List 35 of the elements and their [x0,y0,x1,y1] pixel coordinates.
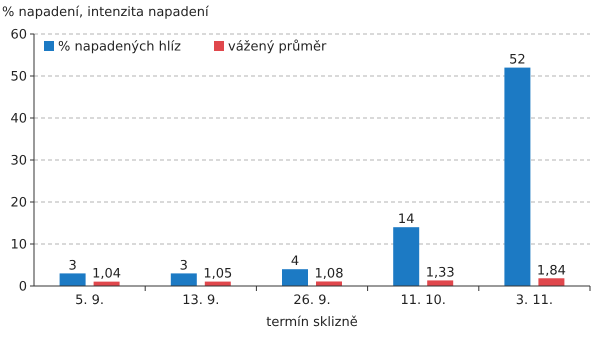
x-tick-label: 3. 11. [516,293,554,308]
y-tick-label: 20 [10,196,27,211]
x-tick-label: 5. 9. [75,293,104,308]
bar [170,273,197,286]
data-label: 1,04 [92,266,122,282]
y-tick-label: 30 [10,154,27,169]
bar [282,269,308,286]
x-tick-label: 26. 9. [293,293,331,308]
y-axis-title: % napadení, intenzita napadení [2,5,210,20]
bar [60,273,86,286]
y-tick-label: 40 [10,112,27,127]
legend-label: % napadených hlíz [58,40,182,55]
y-tick-label: 0 [18,280,27,295]
data-label: 1,84 [536,263,566,278]
bar [427,280,454,286]
bar [94,282,120,286]
x-tick-label: 13. 9. [182,293,220,308]
legend-label: vážený průměr [228,38,328,55]
bar [538,278,564,286]
data-label: 52 [509,52,526,68]
data-label: 3 [180,258,188,274]
y-tick-label: 60 [10,28,27,43]
data-label: 14 [398,212,414,228]
y-tick-label: 10 [10,238,27,253]
x-tick-label: 11. 10. [400,293,446,308]
bar [204,282,231,286]
data-label: 1,08 [314,266,344,282]
y-tick-label: 50 [10,70,27,85]
data-label: 3 [68,258,77,274]
data-label: 4 [290,254,300,270]
bar [393,227,420,286]
data-label: 1,05 [203,266,232,282]
data-label: 1,33 [426,265,455,280]
x-axis-title: termín sklizně [266,315,358,330]
bar [504,68,530,286]
